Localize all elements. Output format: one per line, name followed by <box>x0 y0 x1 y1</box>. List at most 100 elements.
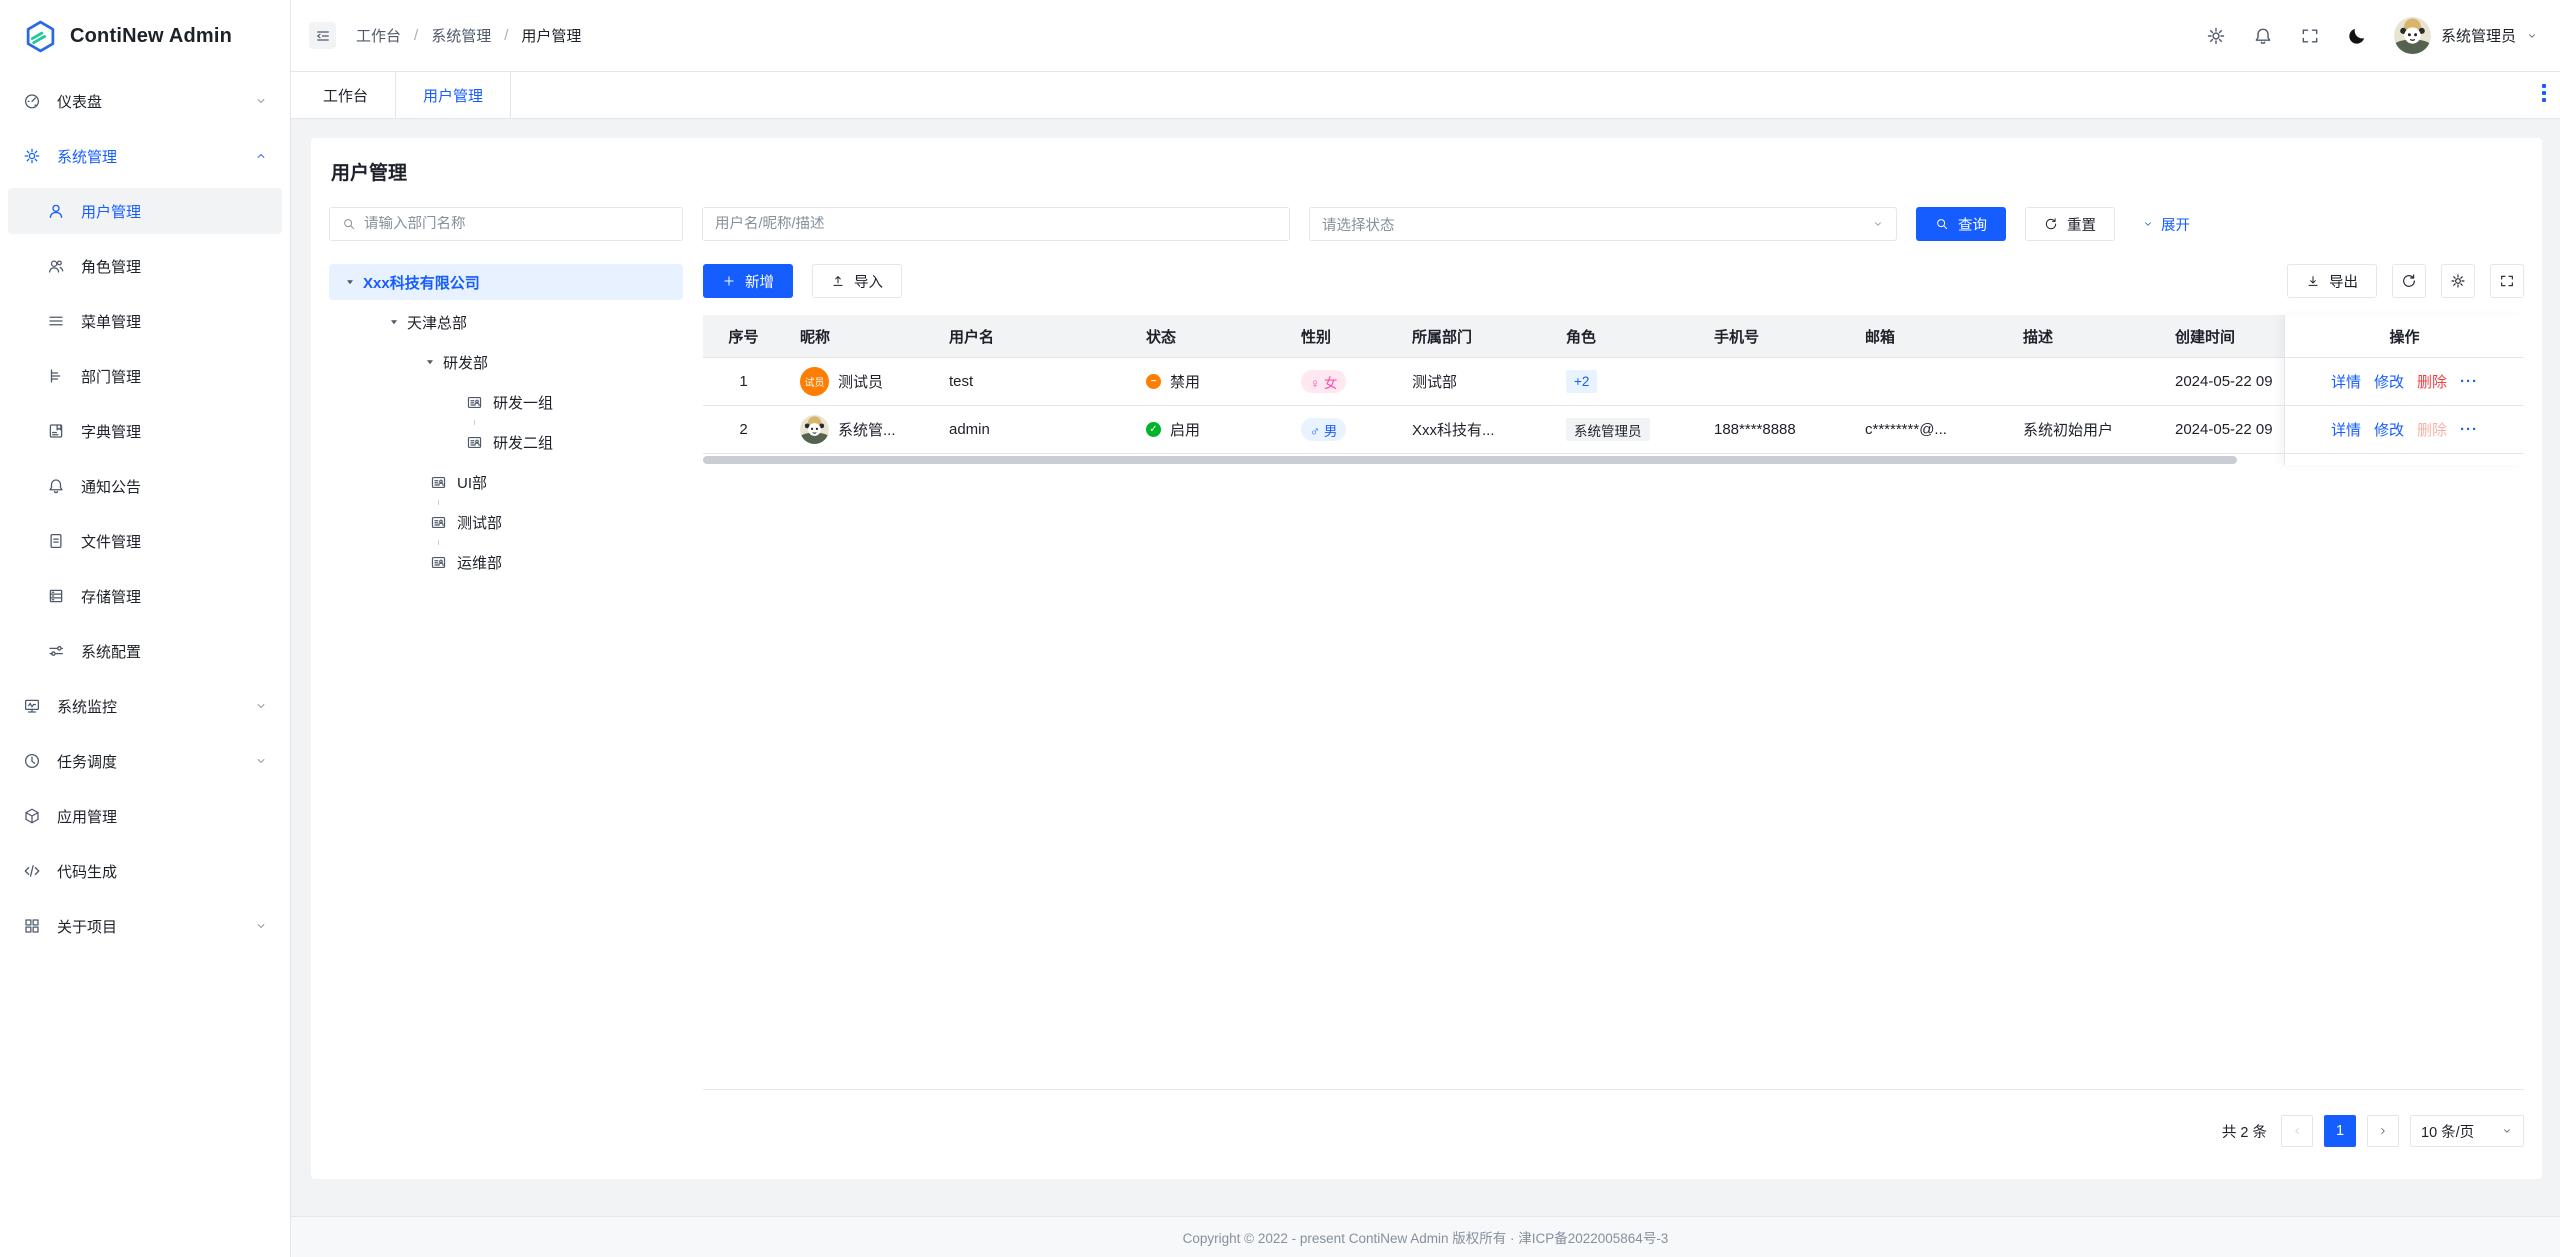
cell-desc: 系统初始用户 <box>2023 422 2114 439</box>
tab-user-mgmt[interactable]: 用户管理 <box>396 72 512 118</box>
breadcrumb-current: 用户管理 <box>521 28 582 45</box>
col-header-actions: 操作 <box>2285 315 2524 358</box>
tree-node-rd-group1[interactable]: 研发一组 <box>329 384 683 420</box>
dark-mode-moon-icon[interactable] <box>2347 26 2367 46</box>
sidebar-item-menu-mgmt[interactable]: 菜单管理 <box>8 298 282 344</box>
refresh-button[interactable] <box>2392 264 2426 298</box>
sidebar-item-system[interactable]: 系统管理 <box>8 133 282 179</box>
caret-down-icon[interactable] <box>337 276 363 288</box>
main-area: 工作台 / 系统管理 / 用户管理 系统管理员 <box>291 0 2560 1257</box>
tree-icon <box>46 367 66 385</box>
col-header-created: 创建时间 <box>2175 328 2236 346</box>
menu-lines-icon <box>46 312 66 330</box>
sidebar-item-system-config[interactable]: 系统配置 <box>8 628 282 674</box>
page-tabs: 工作台 用户管理 <box>291 72 2560 119</box>
col-header-index: 序号 <box>728 328 759 346</box>
cell-created: 2024-05-22 09 <box>2175 373 2273 390</box>
sidebar-item-about[interactable]: 关于项目 <box>8 903 282 949</box>
scrollbar-thumb[interactable] <box>703 456 2237 464</box>
sidebar-item-file-mgmt[interactable]: 文件管理 <box>8 518 282 564</box>
more-actions-icon[interactable]: ··· <box>2460 421 2479 438</box>
add-button[interactable]: 新增 <box>703 264 793 298</box>
page-content: 用户管理 请选择状态 查询 <box>291 119 2560 1216</box>
expand-filters-link[interactable]: 展开 <box>2142 214 2190 235</box>
collapse-sidebar-button[interactable] <box>309 22 336 49</box>
department-icon <box>466 394 483 411</box>
caret-down-icon[interactable] <box>417 356 443 368</box>
sidebar-item-role-mgmt[interactable]: 角色管理 <box>8 243 282 289</box>
settings-icon[interactable] <box>2206 26 2226 46</box>
breadcrumb-item[interactable]: 工作台 <box>356 28 402 45</box>
breadcrumb-separator: / <box>414 27 419 44</box>
sidebar-item-storage-mgmt[interactable]: 存储管理 <box>8 573 282 619</box>
chevron-down-icon <box>2526 30 2538 42</box>
tree-node-ops-dept[interactable]: 运维部 <box>329 540 683 580</box>
clock-icon <box>22 752 42 770</box>
status-enabled-icon: ✓ <box>1146 422 1161 437</box>
file-icon <box>46 532 66 550</box>
notification-bell-icon[interactable] <box>2253 26 2273 46</box>
col-header-username: 用户名 <box>949 328 995 346</box>
logo-icon <box>26 20 55 52</box>
tree-node-rd-dept[interactable]: 研发部 <box>329 344 683 380</box>
tree-node-rd-group2[interactable]: 研发二组 <box>329 420 683 460</box>
status-select[interactable]: 请选择状态 <box>1309 207 1897 241</box>
copyright-text: Copyright © 2022 - present ContiNew Admi… <box>1182 1231 1669 1246</box>
search-bar: 请选择状态 查询 重置 展开 <box>329 207 2524 241</box>
sidebar-item-notice[interactable]: 通知公告 <box>8 463 282 509</box>
sidebar-item-monitor[interactable]: 系统监控 <box>8 683 282 729</box>
detail-link[interactable]: 详情 <box>2330 422 2361 439</box>
col-header-desc: 描述 <box>2023 328 2054 346</box>
table-header-row: 序号 昵称 用户名 状态 性别 所属部门 角色 手机号 邮箱 描述 <box>703 315 2284 358</box>
detail-link[interactable]: 详情 <box>2330 374 2361 391</box>
sliders-icon <box>46 642 66 660</box>
tree-node-company[interactable]: Xxx科技有限公司 <box>329 264 683 300</box>
tree-node-tianjin-hq[interactable]: 天津总部 <box>329 304 683 340</box>
chevron-down-icon <box>1872 218 1884 230</box>
reset-button[interactable]: 重置 <box>2025 207 2115 241</box>
tree-node-ui-dept[interactable]: UI部 <box>329 464 683 500</box>
page-footer: Copyright © 2022 - present ContiNew Admi… <box>291 1216 2560 1257</box>
sidebar-item-code-gen[interactable]: 代码生成 <box>8 848 282 894</box>
tree-node-test-dept[interactable]: 测试部 <box>329 500 683 540</box>
sidebar-item-dict-mgmt[interactable]: 字典管理 <box>8 408 282 454</box>
cell-email: c********@... <box>1865 421 1947 438</box>
edit-link[interactable]: 修改 <box>2373 422 2404 439</box>
dept-search-input[interactable] <box>364 216 670 232</box>
keyword-search-input[interactable] <box>715 216 1277 232</box>
chevron-down-icon <box>2501 1125 2513 1137</box>
query-button[interactable]: 查询 <box>1916 207 2006 241</box>
table-scroll-region: 序号 昵称 用户名 状态 性别 所属部门 角色 手机号 邮箱 描述 <box>703 315 2284 454</box>
column-settings-button[interactable] <box>2441 264 2475 298</box>
bell-icon <box>46 477 66 495</box>
sidebar-item-scheduler[interactable]: 任务调度 <box>8 738 282 784</box>
fullscreen-icon[interactable] <box>2300 26 2320 46</box>
page-size-select[interactable]: 10 条/页 <box>2410 1115 2524 1147</box>
sidebar-item-app-mgmt[interactable]: 应用管理 <box>8 793 282 839</box>
sidebar-item-dashboard[interactable]: 仪表盘 <box>8 78 282 124</box>
more-actions-icon[interactable]: ··· <box>2460 373 2479 390</box>
app-logo[interactable]: ContiNew Admin <box>0 0 290 72</box>
table-fullscreen-button[interactable] <box>2490 264 2524 298</box>
delete-link[interactable]: 删除 <box>2417 374 2448 391</box>
breadcrumb-item[interactable]: 系统管理 <box>431 28 492 45</box>
prev-page-button[interactable] <box>2281 1115 2313 1147</box>
import-button[interactable]: 导入 <box>812 264 902 298</box>
horizontal-scrollbar <box>703 455 2284 465</box>
next-page-button[interactable] <box>2367 1115 2399 1147</box>
sidebar-item-dept-mgmt[interactable]: 部门管理 <box>8 353 282 399</box>
role-badge: 系统管理员 <box>1566 418 1650 441</box>
role-count-badge[interactable]: +2 <box>1566 370 1598 393</box>
tab-actions-more-icon[interactable] <box>2542 84 2546 102</box>
edit-link[interactable]: 修改 <box>2373 374 2404 391</box>
caret-down-icon[interactable] <box>381 316 407 328</box>
cell-status: ✓ 启用 <box>1130 406 1285 453</box>
cell-created: 2024-05-22 09 <box>2175 421 2273 438</box>
sidebar-item-user-mgmt[interactable]: 用户管理 <box>8 188 282 234</box>
user-menu[interactable]: 系统管理员 <box>2394 17 2538 54</box>
tab-workbench[interactable]: 工作台 <box>296 72 397 118</box>
current-page-button[interactable]: 1 <box>2324 1115 2356 1147</box>
export-button[interactable]: 导出 <box>2287 264 2377 298</box>
row-actions: 详情 修改 删除 ··· <box>2285 406 2524 454</box>
department-icon <box>430 554 447 571</box>
